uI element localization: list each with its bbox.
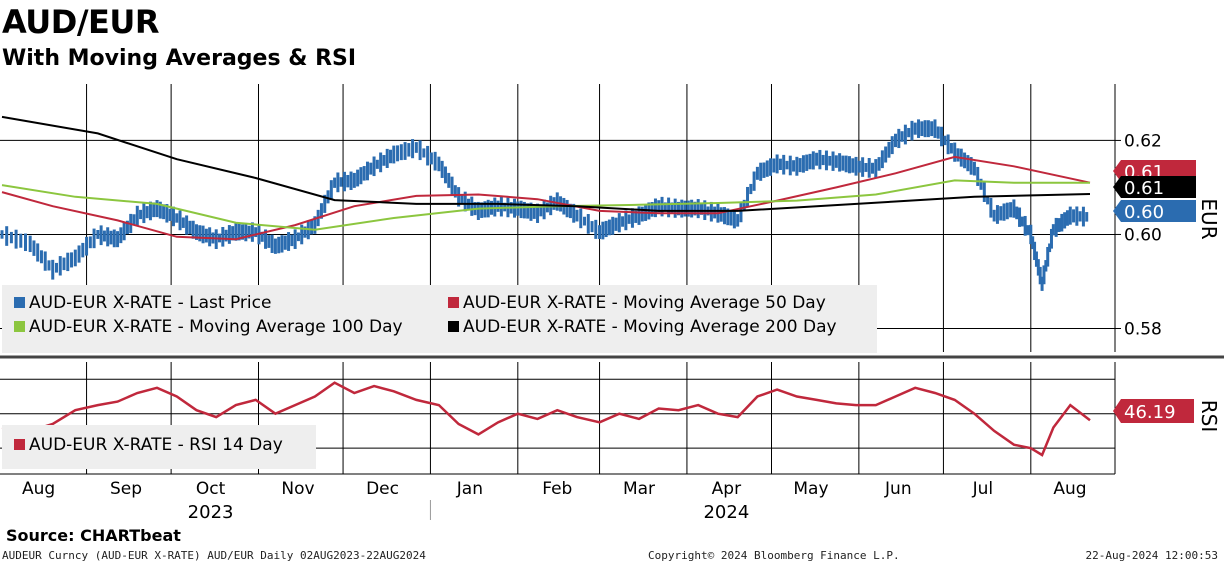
price-value-tag: 0.60 xyxy=(1113,200,1196,223)
rsi-value-tag: 46.19 xyxy=(1113,399,1194,423)
footer-copyright: Copyright© 2024 Bloomberg Finance L.P. xyxy=(648,549,900,562)
rsi-line xyxy=(1,381,1091,457)
rsi-y-label: RSI xyxy=(1197,400,1221,433)
legend-label: AUD-EUR X-RATE - Last Price xyxy=(29,293,271,313)
month-label: Jun xyxy=(884,479,912,499)
month-label: Sep xyxy=(110,479,142,499)
year-label: 2023 xyxy=(188,502,234,520)
price-tick-label: 0.58 xyxy=(1124,319,1162,339)
chart-title: AUD/EUR xyxy=(2,3,160,41)
legend-swatch xyxy=(14,321,25,332)
rsi-series-group xyxy=(1,381,1091,457)
year-label: 2024 xyxy=(703,502,749,520)
price-tick-label: 0.62 xyxy=(1124,131,1162,151)
legend-label: AUD-EUR X-RATE - Moving Average 200 Day xyxy=(463,317,837,337)
month-label: Apr xyxy=(712,479,741,499)
legend-swatch xyxy=(448,321,459,332)
svg-text:0.61: 0.61 xyxy=(1124,178,1164,199)
legend-swatch xyxy=(14,297,25,308)
month-label: Feb xyxy=(542,479,572,499)
ma50-line xyxy=(1,155,1091,241)
price-legend-box xyxy=(2,285,877,353)
footer-left: AUDEUR Curncy (AUD-EUR X-RATE) AUD/EUR D… xyxy=(2,549,426,562)
chart-subtitle: With Moving Averages & RSI xyxy=(2,46,357,71)
month-label: Nov xyxy=(281,479,314,499)
legend-label: AUD-EUR X-RATE - RSI 14 Day xyxy=(29,435,283,455)
month-label: May xyxy=(793,479,828,499)
legend-label: AUD-EUR X-RATE - Moving Average 100 Day xyxy=(29,317,403,337)
ma200-line xyxy=(1,115,1091,212)
month-label: Jan xyxy=(456,479,483,499)
source-note: Source: CHARTbeat xyxy=(6,526,181,545)
legend-group: AUD-EUR X-RATE - Last Price AUD-EUR X-RAT… xyxy=(2,285,877,469)
month-label: Dec xyxy=(366,479,399,499)
month-label: Aug xyxy=(22,479,55,499)
month-label: Oct xyxy=(196,479,226,499)
x-axis-labels: Aug Sep Oct Nov Dec Jan Feb Mar Apr May Jun Jul Aug 2… xyxy=(22,479,1087,520)
svg-text:0.60: 0.60 xyxy=(1124,202,1164,223)
price-tick-label: 0.60 xyxy=(1124,225,1162,245)
month-label: Jul xyxy=(972,479,994,499)
legend-label: AUD-EUR X-RATE - Moving Average 50 Day xyxy=(463,293,826,313)
svg-text:46.19: 46.19 xyxy=(1124,402,1176,423)
rsi-legend-box xyxy=(2,425,316,469)
price-series-group xyxy=(0,115,1091,291)
legend-swatch xyxy=(448,297,459,308)
footer-timestamp: 22-Aug-2024 12:00:53 xyxy=(1085,549,1218,562)
legend-swatch xyxy=(14,439,25,450)
price-y-label: EUR xyxy=(1197,198,1221,239)
price-tick-labels: 0.62 0.60 0.58 xyxy=(1115,131,1162,339)
month-label: Mar xyxy=(623,479,655,499)
price-value-tag: 0.61 xyxy=(1113,176,1196,199)
month-label: Aug xyxy=(1053,479,1086,499)
